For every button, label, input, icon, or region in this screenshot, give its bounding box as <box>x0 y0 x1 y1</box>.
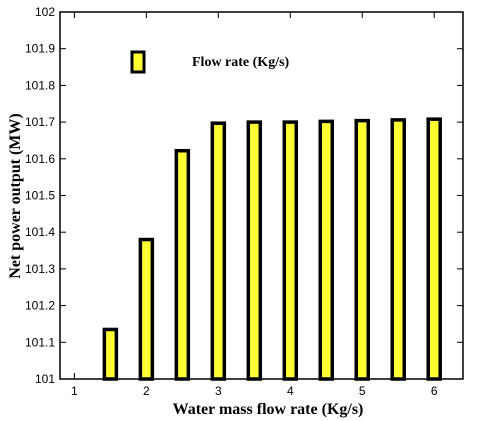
bar <box>354 118 370 381</box>
legend: Flow rate (Kg/s) <box>130 50 290 74</box>
y-tick-label: 102 <box>35 5 55 19</box>
x-tick-label: 5 <box>359 384 366 398</box>
bar <box>426 117 442 381</box>
y-tick-label: 101.1 <box>25 335 55 349</box>
y-tick-label: 101.9 <box>25 42 55 56</box>
x-tick-label: 2 <box>143 384 150 398</box>
bar <box>246 120 263 381</box>
y-tick-label: 101.7 <box>25 115 55 129</box>
x-tick-label: 6 <box>431 384 438 398</box>
x-tick-label: 4 <box>287 384 294 398</box>
y-tick-label: 101.4 <box>25 225 55 239</box>
x-tick-label: 3 <box>215 384 222 398</box>
x-tick-label: 1 <box>71 384 78 398</box>
bar <box>210 121 227 381</box>
bar <box>390 118 406 381</box>
bar <box>138 237 155 381</box>
y-tick-label: 101 <box>35 372 55 386</box>
bar <box>174 148 191 381</box>
legend-label: Flow rate (Kg/s) <box>192 55 290 70</box>
y-axis: 101 101.1 101.2 101.3 101.4 101.5 101.6 101.7 10… <box>25 5 463 386</box>
bars-group <box>102 117 442 381</box>
bar <box>102 327 119 381</box>
x-axis-title: Water mass flow rate (Kg/s) <box>173 401 364 418</box>
y-tick-label: 101.8 <box>25 78 55 92</box>
y-tick-label: 101.2 <box>25 299 55 313</box>
y-axis-title: Net power output (MW) <box>7 113 24 278</box>
y-tick-label: 101.6 <box>25 152 55 166</box>
y-tick-label: 101.5 <box>25 189 55 203</box>
bar <box>282 120 299 381</box>
bar <box>318 119 335 381</box>
legend-swatch <box>130 50 146 74</box>
y-tick-label: 101.3 <box>25 262 55 276</box>
